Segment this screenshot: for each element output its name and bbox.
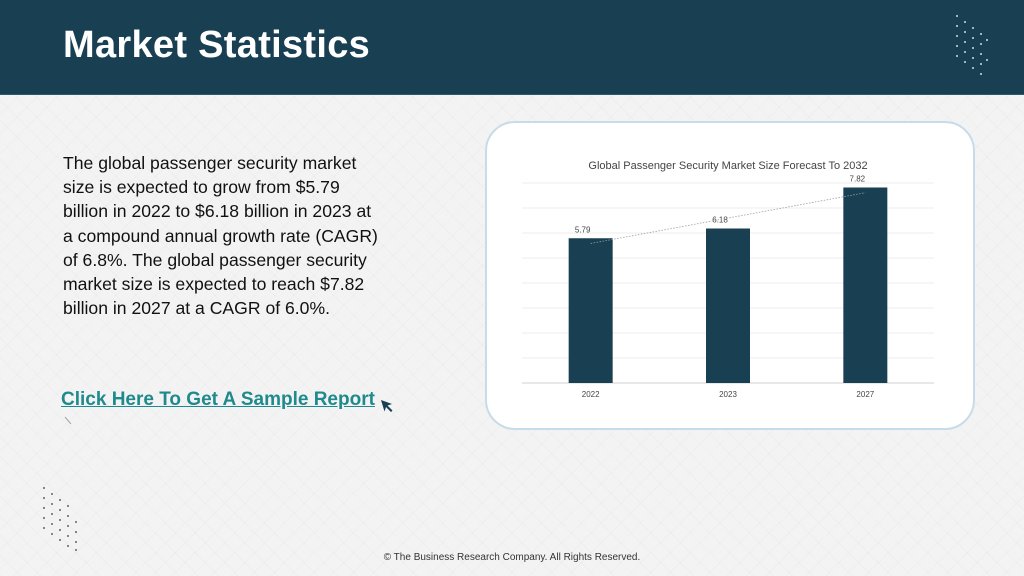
pointer-tail-icon: [64, 416, 72, 425]
sample-report-link[interactable]: Click Here To Get A Sample Report: [61, 389, 375, 410]
data-label-2022: 5.79: [575, 225, 591, 234]
dot-grid-decoration-bottom: [43, 487, 77, 551]
bar-2027: [843, 187, 888, 383]
chart-card: Global Passenger Security Market Size Fo…: [485, 121, 975, 430]
page-title: Market Statistics: [63, 24, 371, 66]
bar-chart: Global Passenger Security Market Size Fo…: [522, 160, 934, 399]
bar-2022: [568, 238, 613, 383]
data-label-2027: 7.82: [850, 175, 866, 184]
x-tick-2027: 2027: [856, 390, 874, 399]
mouse-pointer-icon: [381, 400, 393, 412]
dot-grid-decoration-top: [956, 15, 988, 75]
chart-title: Global Passenger Security Market Size Fo…: [588, 160, 867, 172]
header-bar: Market Statistics: [0, 0, 1024, 95]
x-tick-2023: 2023: [719, 390, 737, 399]
copyright-footer: © The Business Research Company. All Rig…: [383, 552, 641, 563]
market-description: The global passenger security market siz…: [63, 153, 378, 319]
bar-2023: [706, 228, 750, 383]
data-label-2023: 6.18: [712, 216, 728, 225]
x-tick-2022: 2022: [582, 390, 600, 399]
